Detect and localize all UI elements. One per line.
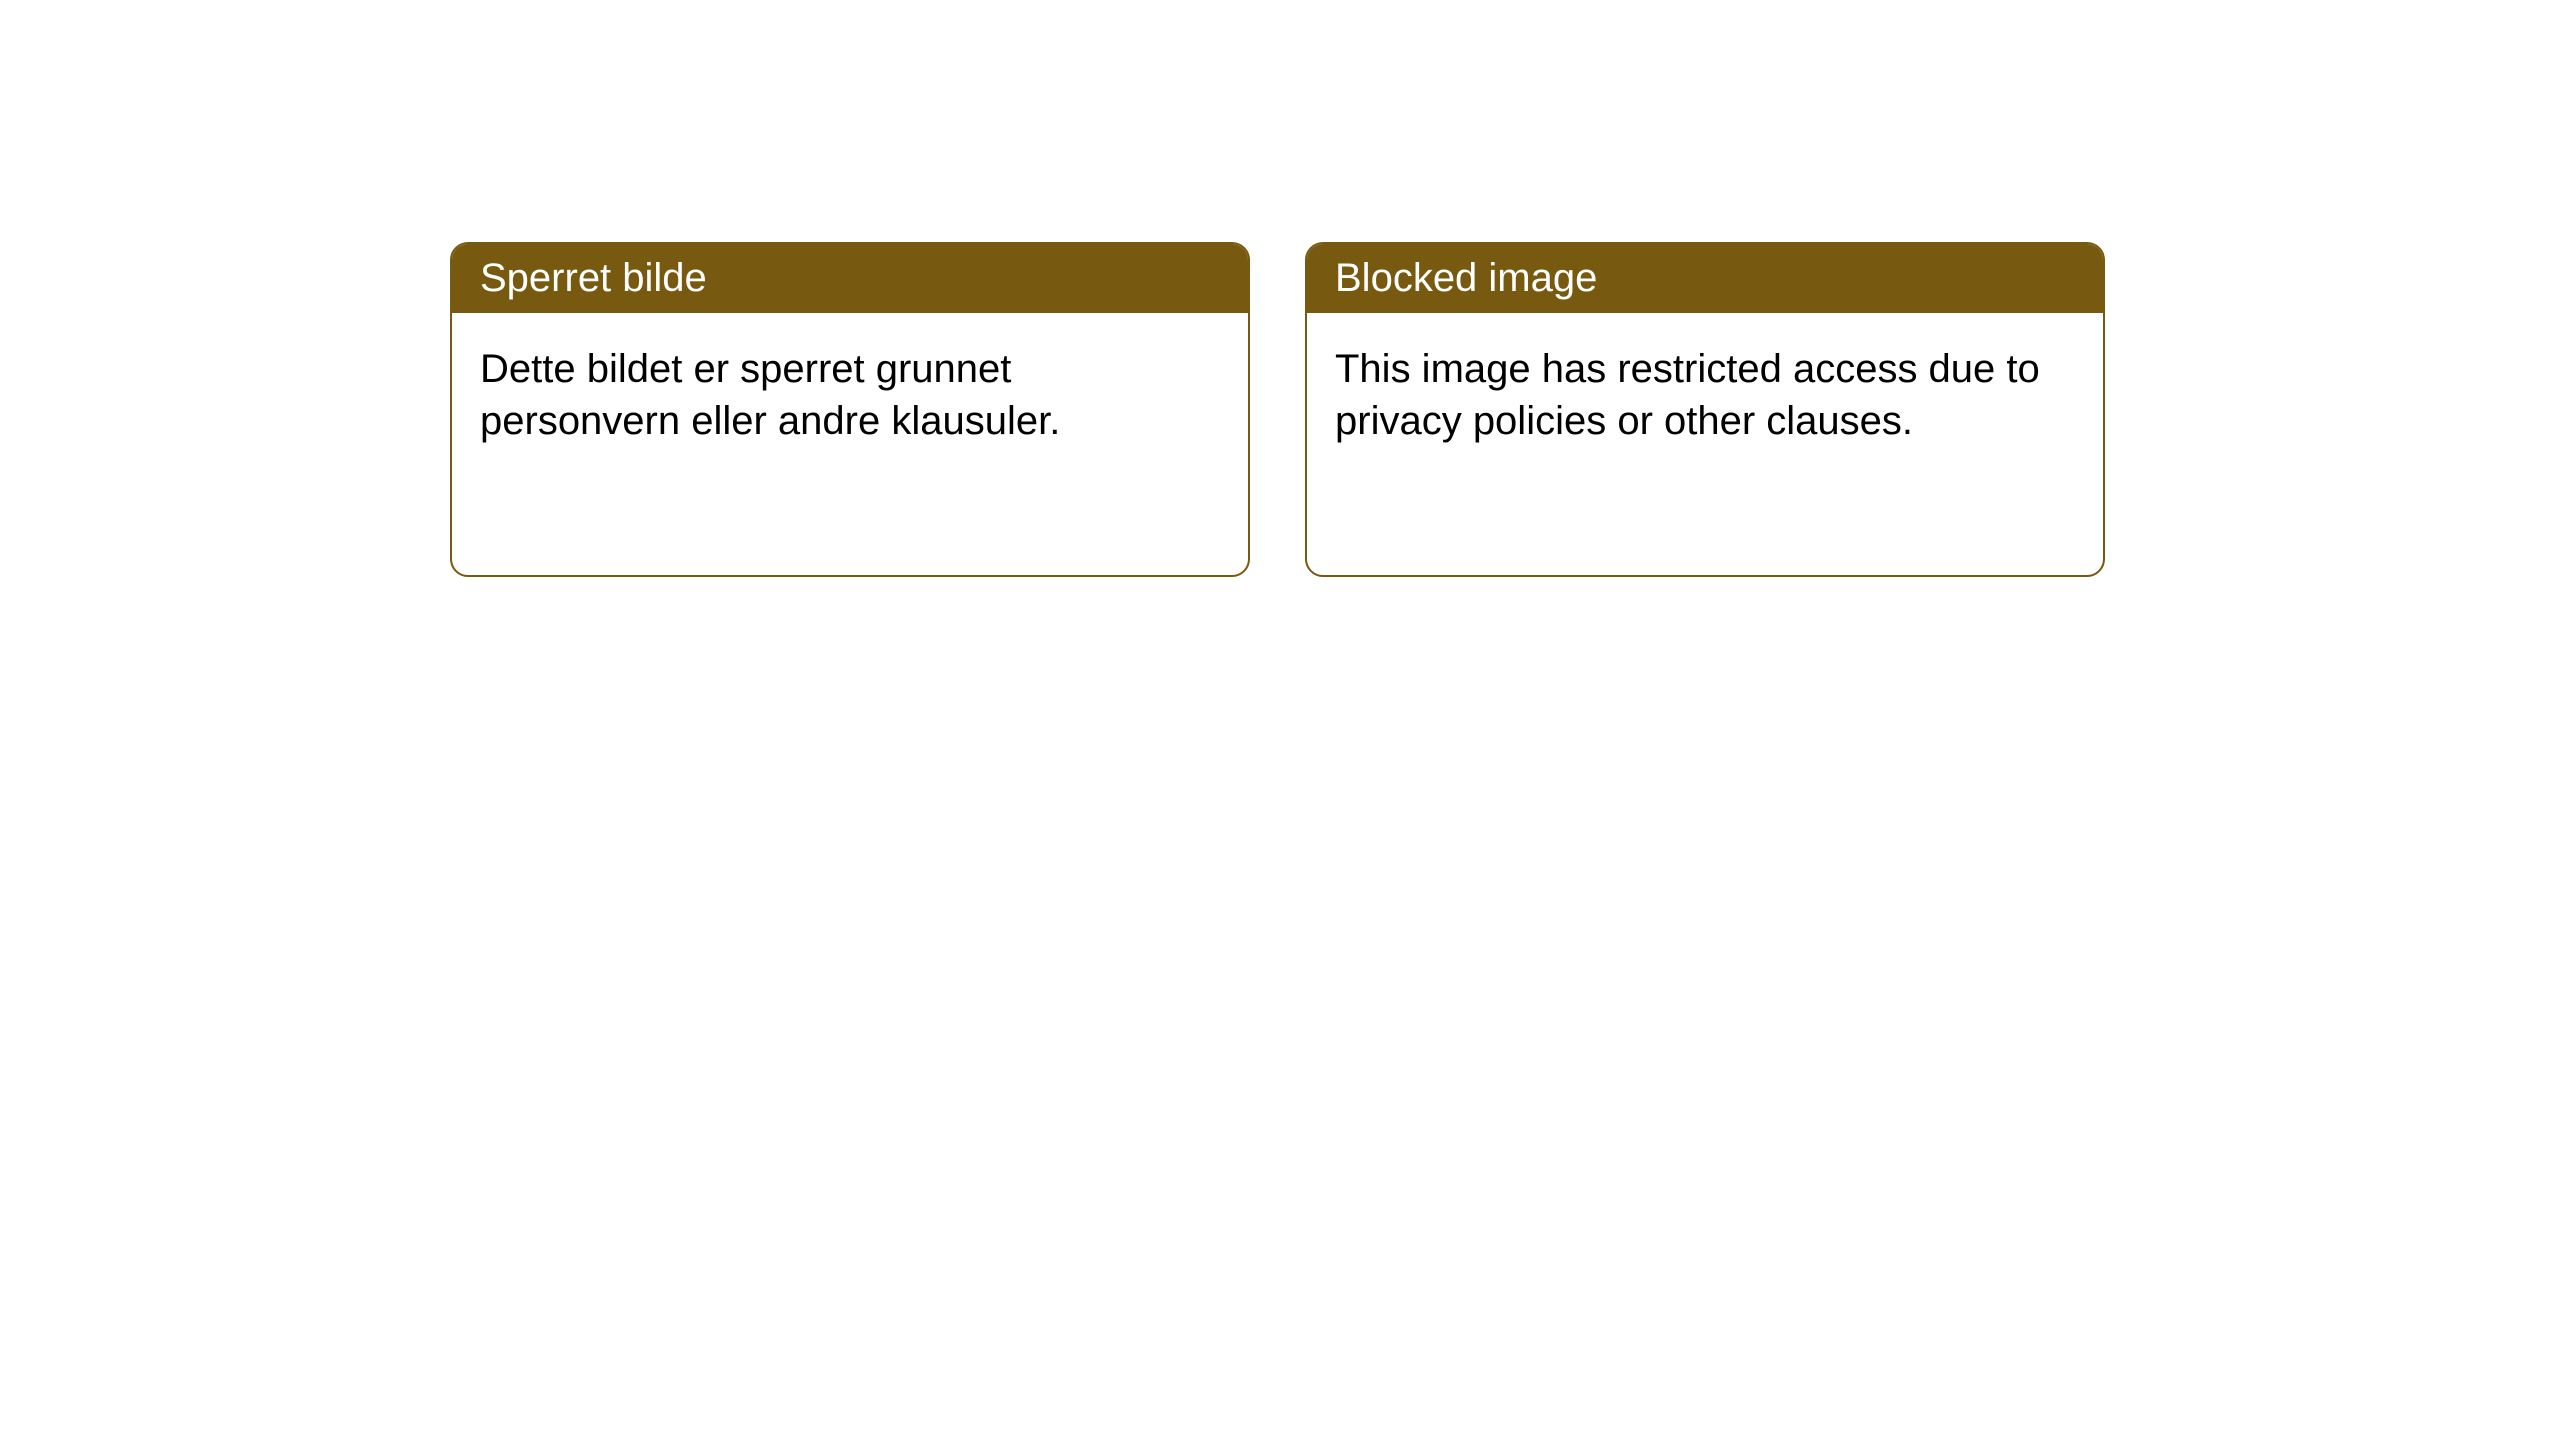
card-body-text: Dette bildet er sperret grunnet personve… — [480, 347, 1060, 443]
card-header: Blocked image — [1307, 244, 2103, 313]
card-norwegian: Sperret bilde Dette bildet er sperret gr… — [450, 242, 1250, 577]
card-title: Blocked image — [1335, 256, 1597, 300]
card-body-text: This image has restricted access due to … — [1335, 347, 2040, 443]
card-header: Sperret bilde — [452, 244, 1248, 313]
cards-container: Sperret bilde Dette bildet er sperret gr… — [450, 242, 2560, 577]
card-body: This image has restricted access due to … — [1307, 313, 2103, 477]
card-body: Dette bildet er sperret grunnet personve… — [452, 313, 1248, 477]
card-title: Sperret bilde — [480, 256, 707, 300]
card-english: Blocked image This image has restricted … — [1305, 242, 2105, 577]
